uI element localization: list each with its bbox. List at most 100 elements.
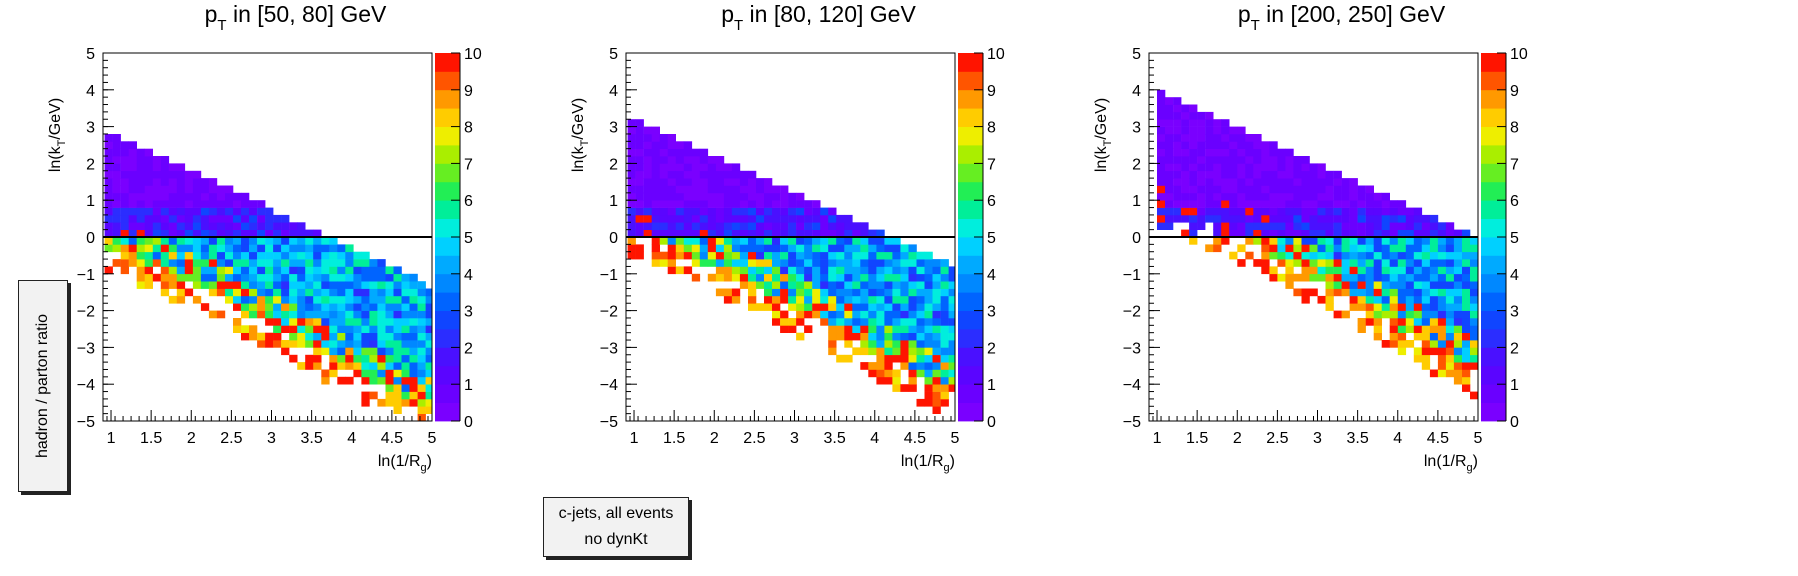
heatmap-cell xyxy=(796,318,805,326)
heatmap-cell xyxy=(184,185,194,194)
heatmap-cell xyxy=(1462,332,1471,341)
heatmap-cell xyxy=(659,185,668,194)
heatmap-cell xyxy=(225,259,234,267)
heatmap-cell xyxy=(1462,281,1471,289)
heatmap-cell xyxy=(377,332,386,341)
heatmap-cell xyxy=(1405,273,1415,282)
heatmap-cell xyxy=(1245,192,1254,201)
heatmap-cell xyxy=(1429,214,1439,223)
heatmap-cell xyxy=(1413,303,1423,311)
heatmap-cell xyxy=(892,347,901,356)
heatmap-cell xyxy=(225,229,234,238)
heatmap-cell xyxy=(772,214,781,223)
heatmap-cell xyxy=(892,310,901,319)
heatmap-cell xyxy=(748,251,757,260)
heatmap-cell xyxy=(876,295,885,304)
heatmap-cell xyxy=(208,259,218,267)
heatmap-cell xyxy=(393,362,402,370)
heatmap-cell xyxy=(731,163,741,172)
heatmap-cell xyxy=(892,318,901,326)
heatmap-cell xyxy=(892,266,901,275)
heatmap-cell xyxy=(160,266,170,275)
heatmap-cell xyxy=(940,295,949,304)
heatmap-cell xyxy=(659,148,668,157)
heatmap-cell xyxy=(1173,111,1182,120)
heatmap-cell xyxy=(1421,266,1431,275)
heatmap-cell xyxy=(916,310,925,319)
color-bar-segment xyxy=(435,402,460,422)
heatmap-cell xyxy=(200,222,210,230)
heatmap-cell xyxy=(643,192,652,201)
heatmap-cell xyxy=(820,214,829,223)
heatmap-cell xyxy=(305,310,314,319)
heatmap-cell xyxy=(1365,244,1374,253)
heatmap-cell xyxy=(192,192,202,201)
heatmap-cell xyxy=(707,259,717,267)
heatmap-cell xyxy=(345,273,354,282)
color-bar-segment xyxy=(435,126,460,146)
heatmap-cell xyxy=(168,251,178,260)
heatmap-cell xyxy=(128,156,137,164)
heatmap-cell xyxy=(715,288,725,297)
heatmap-cell xyxy=(1413,281,1423,289)
heatmap-cell xyxy=(329,332,338,341)
heatmap-cell xyxy=(184,259,194,267)
heatmap-cell xyxy=(1349,295,1358,304)
heatmap-cell xyxy=(788,318,797,326)
heatmap-cell xyxy=(635,222,644,230)
heatmap-cell xyxy=(1470,266,1479,275)
heatmap-cell xyxy=(804,288,813,297)
heatmap-cell xyxy=(1261,170,1270,179)
heatmap-cell xyxy=(1389,200,1398,208)
heatmap-cell xyxy=(651,178,660,186)
heatmap-cell xyxy=(844,214,853,223)
heatmap-cell xyxy=(892,251,901,260)
heatmap-cell xyxy=(748,214,757,223)
heatmap-cell xyxy=(192,207,202,216)
heatmap-cell xyxy=(916,362,925,370)
heatmap-cell xyxy=(345,288,354,297)
heatmap-cell xyxy=(659,229,668,238)
heatmap-cell xyxy=(876,376,885,385)
heatmap-cell xyxy=(635,170,644,179)
heatmap-cell xyxy=(691,156,701,164)
heatmap-cell xyxy=(297,288,306,297)
heatmap-cell xyxy=(1261,141,1270,149)
heatmap-cell xyxy=(1189,119,1198,127)
heatmap-cell xyxy=(273,214,282,223)
heatmap-cell xyxy=(1165,214,1174,223)
heatmap-cell xyxy=(401,376,410,385)
heatmap-cell xyxy=(788,281,797,289)
heatmap-cell xyxy=(361,325,370,333)
heatmap-cell xyxy=(1357,237,1366,245)
heatmap-cell xyxy=(780,273,789,282)
y-tick-label: −3 xyxy=(77,340,95,357)
heatmap-cell xyxy=(764,185,773,194)
heatmap-cell xyxy=(184,251,194,260)
heatmap-cell xyxy=(1421,259,1431,267)
heatmap-cell xyxy=(804,259,813,267)
heatmap-cell xyxy=(257,237,266,245)
heatmap-cell xyxy=(1277,156,1286,164)
heatmap-cell xyxy=(160,229,170,238)
heatmap-cell xyxy=(635,178,644,186)
heatmap-cell xyxy=(1173,214,1182,223)
heatmap-cell xyxy=(828,251,837,260)
heatmap-cell xyxy=(369,391,378,400)
heatmap-cell xyxy=(112,200,121,208)
heatmap-cell xyxy=(812,244,821,253)
heatmap-cell xyxy=(1325,303,1334,311)
heatmap-cell xyxy=(707,192,717,201)
heatmap-cell xyxy=(948,340,956,348)
heatmap-cell xyxy=(675,266,685,275)
heatmap-cell xyxy=(393,369,402,378)
heatmap-cell xyxy=(1357,266,1366,275)
heatmap-cell xyxy=(1197,134,1206,142)
heatmap-cell xyxy=(892,237,901,245)
heatmap-cell xyxy=(120,185,129,194)
y-tick-label: −5 xyxy=(600,414,618,431)
heatmap-cell xyxy=(731,237,741,245)
heatmap-cell xyxy=(900,347,909,356)
info-line-1: c-jets, all events xyxy=(558,505,674,522)
heatmap-cell xyxy=(1349,281,1358,289)
